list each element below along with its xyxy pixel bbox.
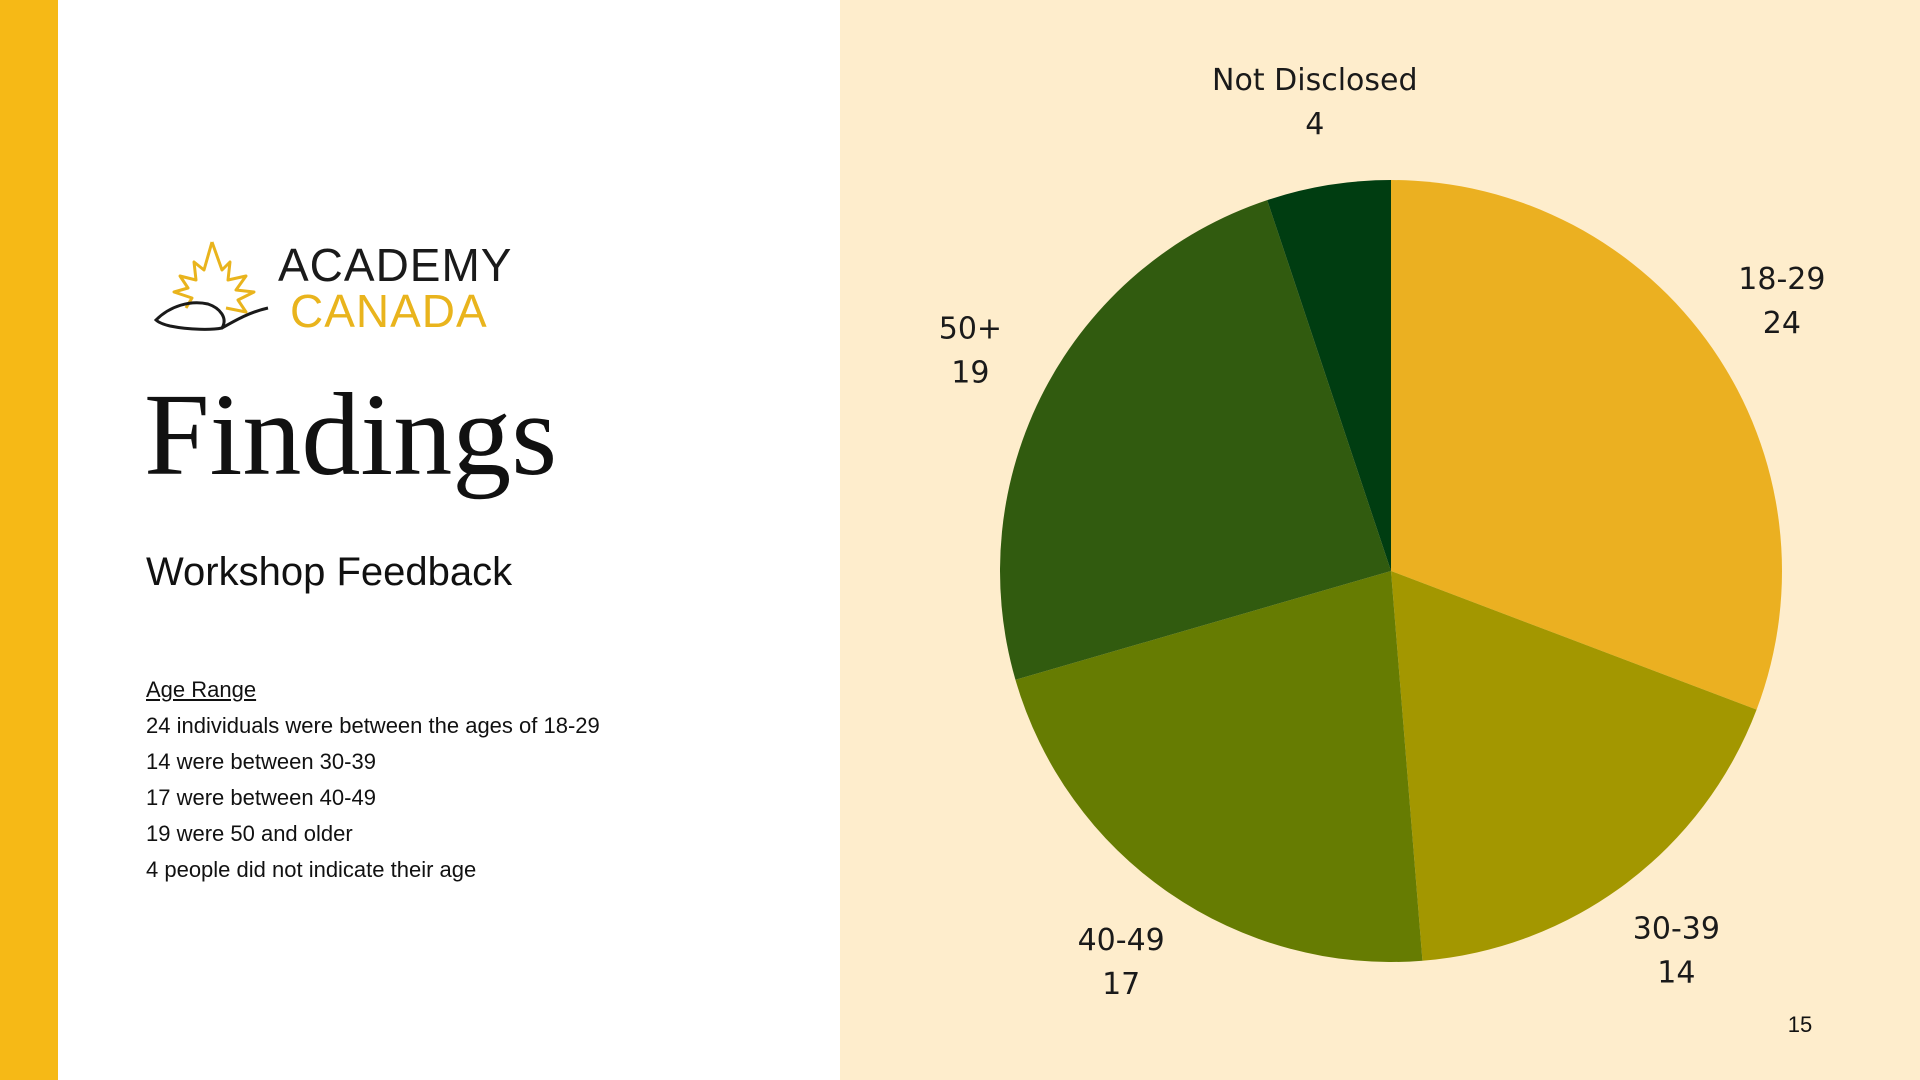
academy-canada-logo: ACADEMY CANADA — [150, 236, 530, 336]
logo-text-academy: ACADEMY — [278, 239, 513, 291]
age-range-pie-chart: 18-29 24 30-39 14 40-49 17 50+ 19 Not Disclosed 4 — [939, 63, 1826, 1002]
slice-category-label: 18-29 — [1738, 262, 1825, 297]
notes-line: 24 individuals were between the ages of … — [146, 713, 600, 738]
logo-text-canada: CANADA — [290, 285, 488, 337]
notes-line: 14 were between 30-39 — [146, 749, 376, 774]
slice-category-label: Not Disclosed — [1212, 63, 1417, 98]
notes-heading: Age Range — [146, 677, 257, 702]
age-range-notes: Age Range 24 individuals were between th… — [146, 672, 766, 888]
page-subtitle: Workshop Feedback — [146, 550, 513, 594]
slice-value-label: 17 — [1102, 967, 1140, 1002]
accent-bar — [0, 0, 58, 1080]
page-number: 15 — [1787, 1012, 1813, 1037]
pie-slice-18-29 — [1391, 180, 1782, 710]
slice-category-label: 30-39 — [1633, 912, 1720, 947]
slice-value-label: 19 — [951, 355, 989, 390]
slice-value-label: 24 — [1763, 306, 1801, 341]
page-title: Findings — [144, 369, 558, 500]
slice-category-label: 50+ — [939, 311, 1002, 346]
notes-line: 17 were between 40-49 — [146, 785, 376, 810]
slice-value-label: 14 — [1657, 956, 1695, 991]
pie-slice-not-disclosed — [1267, 179, 1391, 571]
notes-line: 4 people did not indicate their age — [146, 857, 477, 882]
maple-leaf-logo-icon — [153, 241, 269, 331]
notes-line: 19 were 50 and older — [146, 821, 353, 846]
slice-value-label: 4 — [1305, 107, 1324, 142]
pie-slice-40-49 — [1015, 571, 1423, 962]
pie-slice-50- — [1000, 200, 1391, 680]
pie-slice-30-39 — [1391, 571, 1757, 961]
slice-category-label: 40-49 — [1078, 923, 1165, 958]
